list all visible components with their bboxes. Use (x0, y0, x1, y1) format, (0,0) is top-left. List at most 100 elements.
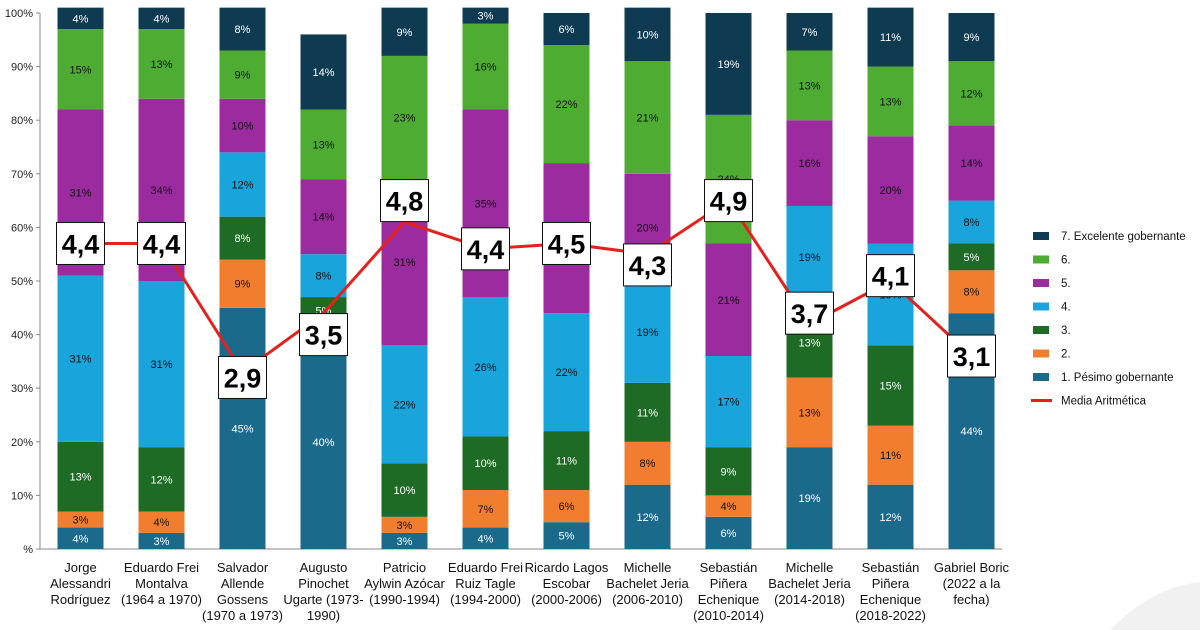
legend-swatch (1033, 373, 1049, 381)
bar-segment-label: 4% (154, 13, 170, 25)
bar-segment-label: 45% (231, 423, 253, 435)
bar-segment-label: 12% (150, 474, 172, 486)
bar-segment (300, 334, 347, 549)
bar-segment (381, 532, 428, 549)
bar-segment (543, 522, 590, 549)
y-tick-label: 80% (11, 115, 33, 127)
category-label: Sebastián Piñera Echenique (2010-2014) (693, 560, 764, 623)
bar-segment-label: 10% (393, 485, 415, 497)
mean-label-box (380, 179, 429, 223)
bar-segment-label: 19% (798, 252, 820, 264)
bar-segment-label: 4% (154, 517, 170, 529)
category-label: Michelle Bachelet Jeria (2014-2018) (768, 560, 851, 607)
bar-segment-label: 11% (556, 456, 577, 468)
bar-segment-label: 7% (478, 504, 494, 516)
category-label: Eduardo Frei Montalva (1964 a 1970) (121, 560, 202, 607)
mean-label-text: 3,5 (305, 321, 343, 351)
bar-segment (786, 205, 833, 308)
bar-segment-label: 6% (559, 501, 575, 513)
bar-segment-label: 10% (231, 121, 253, 133)
legend-label: 3. (1061, 325, 1071, 337)
bar-segment (786, 50, 833, 121)
legend-swatch (1033, 349, 1049, 358)
bar-segment-label: 4% (478, 533, 494, 545)
bar-segment-label: 6% (559, 24, 575, 36)
bar-segment-label: 13% (879, 96, 901, 108)
bar-segment (57, 441, 104, 512)
bar-segment (543, 313, 590, 432)
bar-segment (462, 490, 509, 528)
mean-label-text: 2,9 (224, 363, 262, 393)
legend-item: 2. (1033, 349, 1071, 361)
bar-segment (381, 463, 428, 517)
bar-segment-label: 14% (312, 212, 334, 224)
legend-label: 6. (1061, 255, 1071, 267)
mean-label: 4,4 (137, 221, 186, 265)
bar-segment (543, 490, 590, 523)
bar-segment-label: 23% (393, 113, 415, 125)
bar-segment (786, 447, 833, 549)
bar-segment-label: 13% (69, 472, 91, 484)
bar-segment-label: 8% (964, 217, 980, 229)
bar-segment (867, 345, 914, 426)
y-axis: % 10% 20% 30% 40% 50% 60% 70% 80% 90% 100% (5, 8, 1002, 556)
bar-segment-label: 9% (721, 466, 737, 478)
mean-label-box (785, 291, 834, 335)
bar-segment-label: 8% (235, 233, 251, 245)
bar-segment (381, 345, 428, 464)
y-tick-label: 70% (11, 169, 33, 181)
legend-label: 5. (1061, 278, 1071, 290)
mean-label-text: 4,3 (629, 251, 667, 281)
legend-item: 4. (1033, 302, 1071, 314)
mean-label-text: 4,5 (548, 229, 586, 259)
bar-segment-label: 11% (637, 407, 658, 419)
bar-segment (705, 447, 752, 496)
bar-segment (624, 281, 671, 383)
mean-label: 3,7 (785, 291, 834, 335)
bar-segment (219, 152, 266, 217)
bar-segment-label: 3% (397, 536, 413, 548)
bar-segment (138, 511, 185, 533)
bar-segment (138, 7, 185, 30)
bar-segment (948, 125, 995, 201)
bar-segment-label: 16% (474, 62, 496, 74)
category-label: Sebastián Piñera Echenique (2018-2022) (855, 560, 926, 623)
mean-label-box (542, 221, 591, 265)
bar-segment (948, 270, 995, 314)
category-label: Augusto Pinochet Ugarte (1973-1990) (283, 560, 363, 623)
bar-segment (624, 441, 671, 485)
mean-label-box (299, 313, 348, 357)
bar-segment-label: 15% (879, 381, 901, 393)
bar-segment-label: 21% (636, 113, 658, 125)
bar-segment-label: 35% (474, 198, 496, 210)
bar-segment-label: 13% (150, 59, 172, 71)
bar-segment-label: 11% (880, 450, 901, 462)
bar-segment (138, 532, 185, 549)
bar-segment (786, 13, 833, 51)
mean-label: 2,9 (218, 355, 267, 399)
bar-segment (138, 29, 185, 99)
bar-segment (948, 200, 995, 244)
bar-segment (543, 13, 590, 46)
bar-segment (705, 495, 752, 517)
mean-line (80, 199, 973, 374)
mean-label-box (947, 334, 996, 378)
mean-label-box (137, 221, 186, 265)
category-label: Gabriel Boric (2022 a la fecha) (934, 560, 1010, 607)
legend-item: 5. (1033, 278, 1071, 290)
bar-segment-label: 17% (717, 397, 739, 409)
bar-segment-label: 19% (798, 493, 820, 505)
legend: 7. Excelente gobernante 6. 5. 4. 3. 2. 1. Pési… (1031, 231, 1186, 408)
y-tick-label: 40% (11, 330, 33, 342)
bar-segment-label: 19% (717, 59, 739, 71)
bar-segment-label: 8% (316, 271, 332, 283)
bar-segment (786, 377, 833, 448)
corner-decoration (1110, 582, 1200, 630)
mean-label: 3,5 (299, 313, 348, 357)
bar-segment-label: 7% (802, 27, 818, 39)
legend-swatch (1033, 302, 1049, 311)
bar-segment (462, 436, 509, 491)
bar-segment (948, 61, 995, 126)
bar-segment (705, 516, 752, 549)
